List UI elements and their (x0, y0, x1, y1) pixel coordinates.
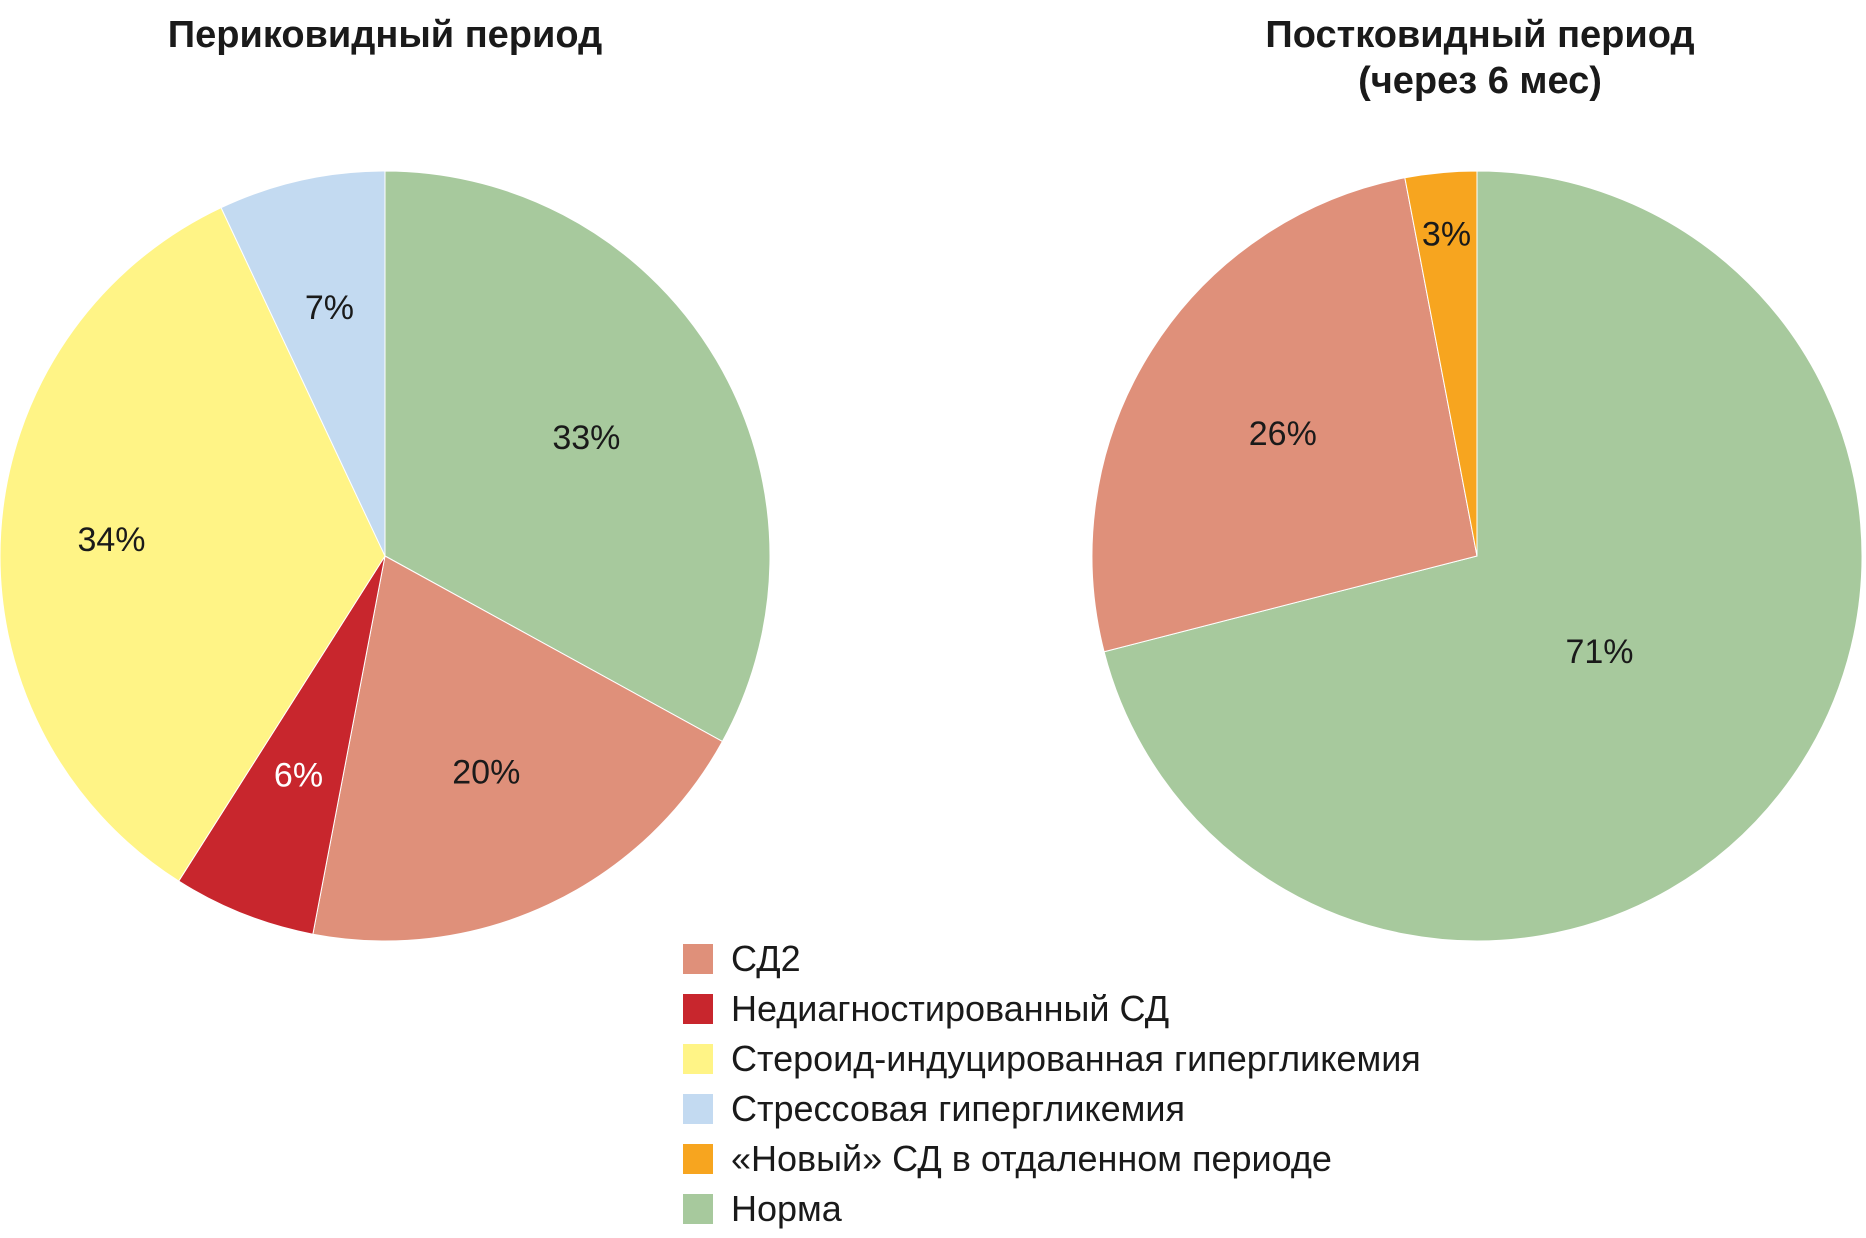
slice-label: 71% (1565, 633, 1633, 671)
pie-slice (312, 555, 724, 942)
chart-title-postcovid-line-2: (через 6 мес) (1358, 60, 1602, 102)
chart-title-postcovid: Постковидный период (через 6 мес) (1130, 12, 1830, 104)
chart-title-postcovid-line-1: Постковидный период (1265, 14, 1695, 56)
legend-item-stress-hyperglycemia: Стрессовая гипергликемия (683, 1084, 1421, 1134)
legend-label: «Новый» СД в отдаленном периоде (731, 1138, 1332, 1179)
legend-swatch (683, 1044, 713, 1074)
pie-slice (0, 206, 386, 882)
legend-swatch (683, 1094, 713, 1124)
legend-item-sd2: СД2 (683, 934, 1421, 984)
legend-label: Стрессовая гипергликемия (731, 1088, 1185, 1129)
legend-swatch (683, 944, 713, 974)
slice-label: 34% (77, 521, 145, 559)
slice-label: 3% (1422, 215, 1471, 253)
chart-title-pericovid: Периковидный период (167, 14, 603, 56)
pie-slice (384, 170, 771, 743)
slice-label: 7% (305, 289, 354, 327)
pie-slice (1091, 177, 1478, 653)
legend-item-norm: Норма (683, 1184, 1421, 1234)
slice-label: 26% (1249, 415, 1317, 453)
legend-item-steroid-hyperglycemia: Стероид-индуцированная гипергликемия (683, 1034, 1421, 1084)
legend-label: Недиагностированный СД (731, 988, 1170, 1029)
pie-chart-pericovid: 33% 20% 6% 34% 7% (0, 170, 771, 942)
legend-item-undiagnosed-dm: Недиагностированный СД (683, 984, 1421, 1034)
pie-slice (178, 555, 386, 935)
legend-swatch (683, 994, 713, 1024)
legend-item-new-dm: «Новый» СД в отдаленном периоде (683, 1134, 1421, 1184)
legend-label: Стероид-индуцированная гипергликемия (731, 1038, 1421, 1079)
legend: СД2 Недиагностированный СД Стероид-индуц… (683, 934, 1421, 1234)
legend-swatch (683, 1144, 713, 1174)
pie-chart-postcovid: 71% 26% 3% (1091, 170, 1863, 942)
slice-label: 20% (452, 753, 520, 791)
slice-label: 33% (552, 419, 620, 457)
legend-swatch (683, 1194, 713, 1224)
pie-slice (220, 170, 386, 557)
slice-label: 6% (274, 757, 323, 795)
legend-label: Норма (731, 1188, 842, 1229)
pie-slice (1103, 170, 1863, 942)
legend-label: СД2 (731, 938, 801, 979)
pie-slice (1404, 170, 1478, 557)
